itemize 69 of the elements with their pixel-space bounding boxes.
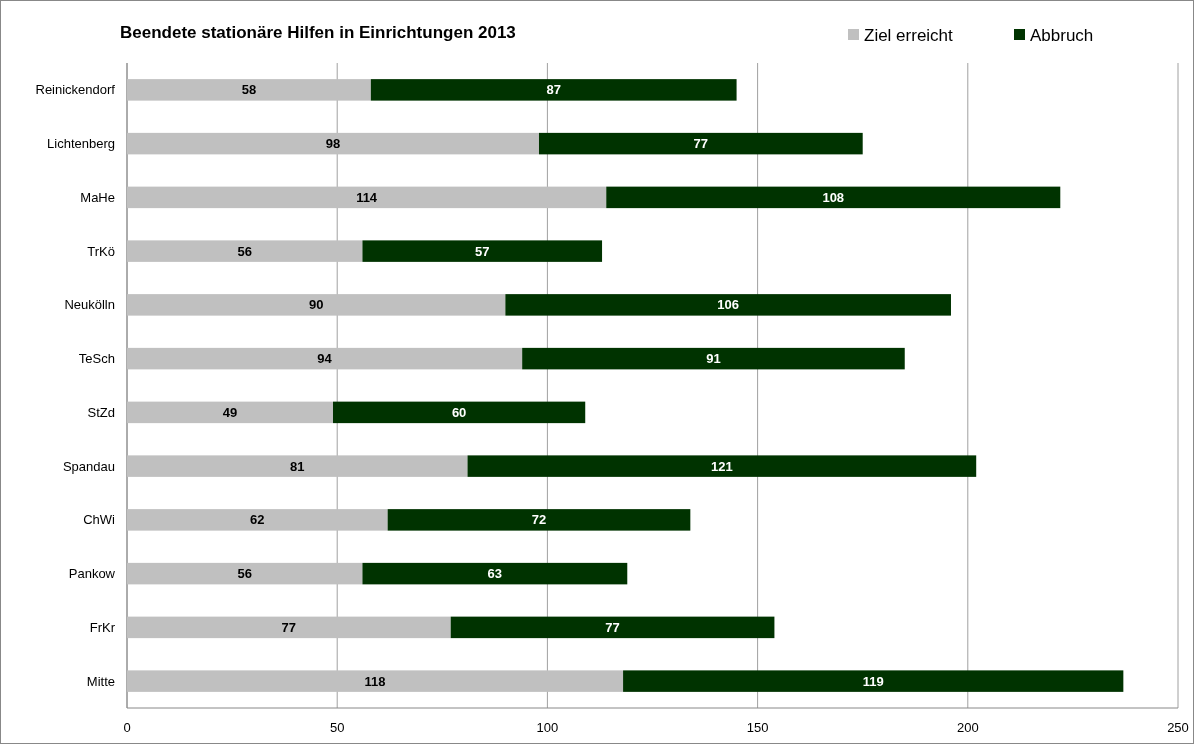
data-label: 90 (308, 297, 324, 313)
bar (623, 670, 1124, 692)
data-label: 98 (325, 136, 341, 152)
data-label: 60 (451, 404, 467, 420)
bar (127, 132, 539, 155)
data-label: 106 (717, 297, 740, 313)
data-label: 118 (364, 673, 386, 689)
data-label: 49 (222, 404, 238, 420)
bar (505, 294, 951, 316)
legend-label: Ziel erreicht (864, 25, 954, 45)
y-tick-label: Reinickendorf (35, 82, 116, 98)
x-tick-label: 200 (956, 720, 979, 735)
data-label: 62 (250, 512, 265, 528)
data-label: 121 (711, 458, 733, 474)
y-tick-label: Neukölln (64, 297, 115, 313)
data-label: 87 (546, 82, 561, 98)
data-label: 77 (693, 136, 709, 152)
bar (127, 455, 468, 477)
data-label: 56 (237, 566, 252, 582)
data-label: 94 (317, 351, 333, 367)
bar (127, 294, 506, 316)
bar (387, 509, 691, 531)
bar (606, 186, 1061, 209)
y-tick-label: Mitte (86, 673, 115, 689)
y-tick-label: TrKö (87, 243, 115, 259)
bar (333, 401, 586, 424)
x-tick-label: 100 (536, 720, 559, 735)
y-tick-label: TeSch (78, 351, 115, 367)
data-label: 57 (475, 243, 490, 259)
bar (127, 401, 333, 424)
data-label: 56 (237, 243, 252, 259)
data-label: 91 (706, 351, 721, 367)
data-label: 81 (290, 458, 305, 474)
bar (450, 616, 775, 639)
bar (362, 240, 603, 262)
bar (127, 347, 523, 370)
y-tick-label: Pankow (68, 566, 116, 582)
bar (522, 347, 905, 370)
chart-title: Beendete stationäre Hilfen in Einrichtungen 2013 (120, 23, 516, 42)
data-label: 108 (822, 189, 845, 205)
bar (370, 79, 737, 101)
y-tick-label: Spandau (62, 458, 115, 474)
bar (127, 616, 451, 639)
data-label: 63 (487, 566, 503, 582)
data-label: 72 (531, 512, 547, 528)
data-label: 58 (241, 82, 257, 98)
bar (362, 562, 628, 585)
bar (127, 509, 388, 531)
x-tick-label: 0 (123, 720, 131, 735)
x-tick-label: 250 (1167, 720, 1189, 735)
x-tick-label: 150 (746, 720, 769, 735)
y-tick-label: StZd (87, 404, 115, 420)
data-label: 114 (356, 189, 378, 205)
bar (127, 670, 624, 692)
bar (127, 562, 363, 585)
bar (127, 79, 371, 101)
bar (127, 240, 363, 262)
legend-label: Abbruch (1030, 25, 1094, 45)
bar (467, 455, 977, 477)
bar (127, 186, 607, 209)
data-label: 119 (862, 673, 884, 689)
y-tick-label: MaHe (80, 189, 115, 205)
bar (538, 132, 863, 155)
y-tick-label: Lichtenberg (47, 136, 115, 152)
data-label: 77 (605, 619, 620, 635)
y-tick-label: ChWi (83, 512, 116, 528)
data-label: 77 (281, 619, 297, 635)
x-tick-label: 50 (329, 720, 345, 735)
y-tick-label: FrKr (89, 619, 116, 635)
